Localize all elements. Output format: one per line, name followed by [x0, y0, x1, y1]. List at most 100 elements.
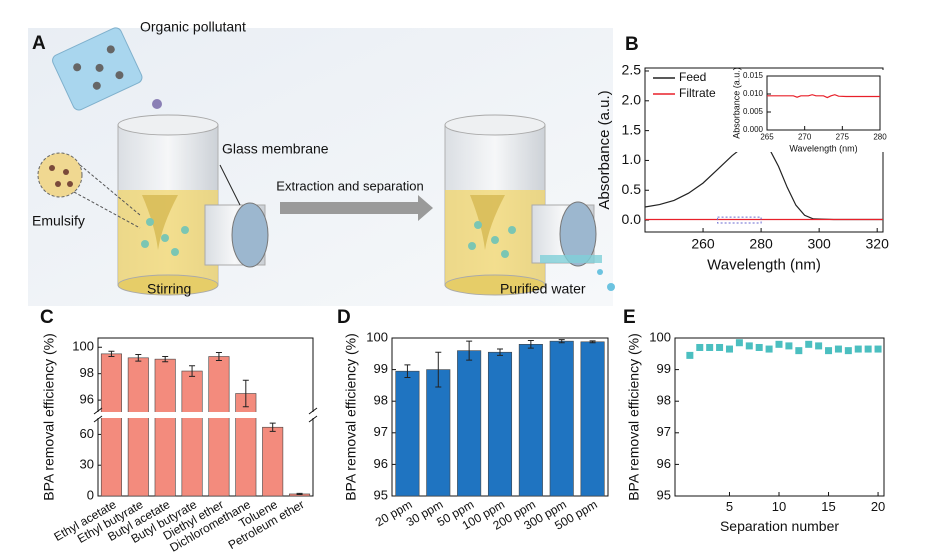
point	[765, 345, 773, 353]
panel: 0.000 0.005 0.010 0.015 265 270 275 280 Waveleng…	[728, 67, 887, 154]
error-bar	[589, 340, 596, 344]
plot-frame	[674, 337, 885, 497]
bar	[518, 344, 543, 497]
x-tick-label: 280	[873, 132, 887, 141]
bar	[100, 353, 122, 497]
error-bar	[435, 351, 442, 388]
x-axis-label: Separation number	[720, 518, 839, 534]
x-tick-label: 260	[691, 235, 715, 251]
bar	[457, 350, 482, 497]
y-tick-label: 96	[374, 456, 388, 471]
y-tick-label: 100	[72, 339, 94, 354]
point	[755, 343, 763, 351]
y-tick-label: 96	[80, 392, 94, 407]
panel-label: B	[625, 34, 639, 55]
error-bar	[558, 339, 565, 344]
point	[815, 342, 823, 350]
legend-label: Filtrate	[679, 86, 716, 100]
point	[844, 347, 852, 355]
schematic-text: Emulsify	[32, 213, 85, 229]
y-axis-label: Absorbance (a.u.)	[596, 90, 613, 209]
y-tick-label: 0	[87, 487, 94, 502]
schematic-text: Glass membrane	[222, 141, 329, 157]
bar	[235, 393, 257, 497]
y-tick-label: 1.5	[622, 121, 642, 137]
error-bar	[135, 354, 142, 362]
schematic-text: Extraction and separation	[276, 178, 423, 193]
axis-break	[92, 412, 319, 418]
y-tick-label: 98	[80, 365, 94, 380]
point	[864, 345, 872, 353]
y-axis-label: BPA removal efficiency (%)	[41, 333, 57, 501]
x-axis-label: Wavelength (nm)	[707, 257, 821, 274]
y-tick-label: 0.0	[622, 211, 642, 227]
panel-label: A	[32, 33, 46, 54]
point	[785, 342, 793, 350]
y-tick-label: 98	[374, 393, 388, 408]
x-tick-label: 320	[866, 235, 890, 251]
point	[825, 347, 833, 355]
x-tick-label: 300	[807, 235, 831, 251]
y-tick-label: 2.0	[622, 92, 642, 108]
droplet	[152, 99, 162, 109]
x-tick-label: 270	[798, 132, 812, 141]
bar	[549, 340, 574, 497]
membrane-pointer	[219, 164, 241, 206]
series-line	[767, 94, 880, 99]
legend-label: Feed	[679, 70, 706, 84]
y-tick-label: 100	[366, 329, 388, 344]
y-tick-label: 97	[657, 424, 671, 439]
error-bar	[162, 356, 169, 363]
x-tick-label: 275	[836, 132, 850, 141]
point	[795, 347, 803, 355]
y-tick-label: 99	[657, 361, 671, 376]
inset-background	[728, 70, 884, 152]
x-tick-label: 265	[760, 132, 774, 141]
schematic: A Organic pollutant Glass membrane Extra…	[28, 19, 615, 306]
point	[834, 345, 842, 353]
error-bar	[215, 352, 222, 361]
point	[745, 342, 753, 350]
point	[805, 340, 813, 348]
y-tick-label: 0.5	[622, 181, 642, 197]
point	[696, 343, 704, 351]
y-tick-label: 60	[80, 426, 94, 441]
panel: E 95 96 97 98 99 100 5 10 15 20 Separation number BP…	[623, 307, 885, 534]
series-line	[644, 141, 883, 221]
error-bar	[497, 348, 503, 356]
y-axis-label: Absorbance (a.u.)	[731, 67, 741, 139]
point	[706, 343, 714, 351]
error-bar	[296, 492, 303, 495]
error-bar	[189, 365, 196, 377]
y-tick-label: 0.005	[743, 107, 764, 116]
y-tick-label: 2.5	[622, 62, 642, 78]
left-vessel	[117, 114, 269, 296]
axis-break-mark	[308, 407, 318, 423]
y-axis-label: BPA removal efficiency (%)	[626, 333, 642, 501]
y-tick-label: 99	[374, 361, 388, 376]
error-bar	[466, 340, 473, 361]
y-tick-label: 1.0	[622, 151, 642, 167]
panel-label: C	[40, 307, 54, 328]
error-bar	[108, 350, 115, 357]
y-axis-label: BPA removal efficiency (%)	[343, 333, 359, 501]
y-tick-label: 98	[657, 393, 671, 408]
x-tick-label: 280	[749, 235, 773, 251]
point	[775, 340, 783, 348]
y-tick-label: 100	[649, 329, 671, 344]
point	[686, 351, 694, 359]
error-bar	[242, 379, 249, 408]
bar	[208, 356, 230, 497]
y-tick-label: 95	[374, 487, 388, 502]
schematic-text: Stirring	[147, 281, 191, 297]
pollutant-beaker	[52, 27, 143, 111]
y-tick-label: 0.010	[743, 89, 764, 98]
y-tick-label: 96	[657, 456, 671, 471]
bar	[154, 358, 176, 497]
process-arrow	[280, 195, 433, 221]
bar	[487, 351, 513, 497]
bar	[395, 370, 420, 497]
y-tick-label: 30	[80, 457, 94, 472]
